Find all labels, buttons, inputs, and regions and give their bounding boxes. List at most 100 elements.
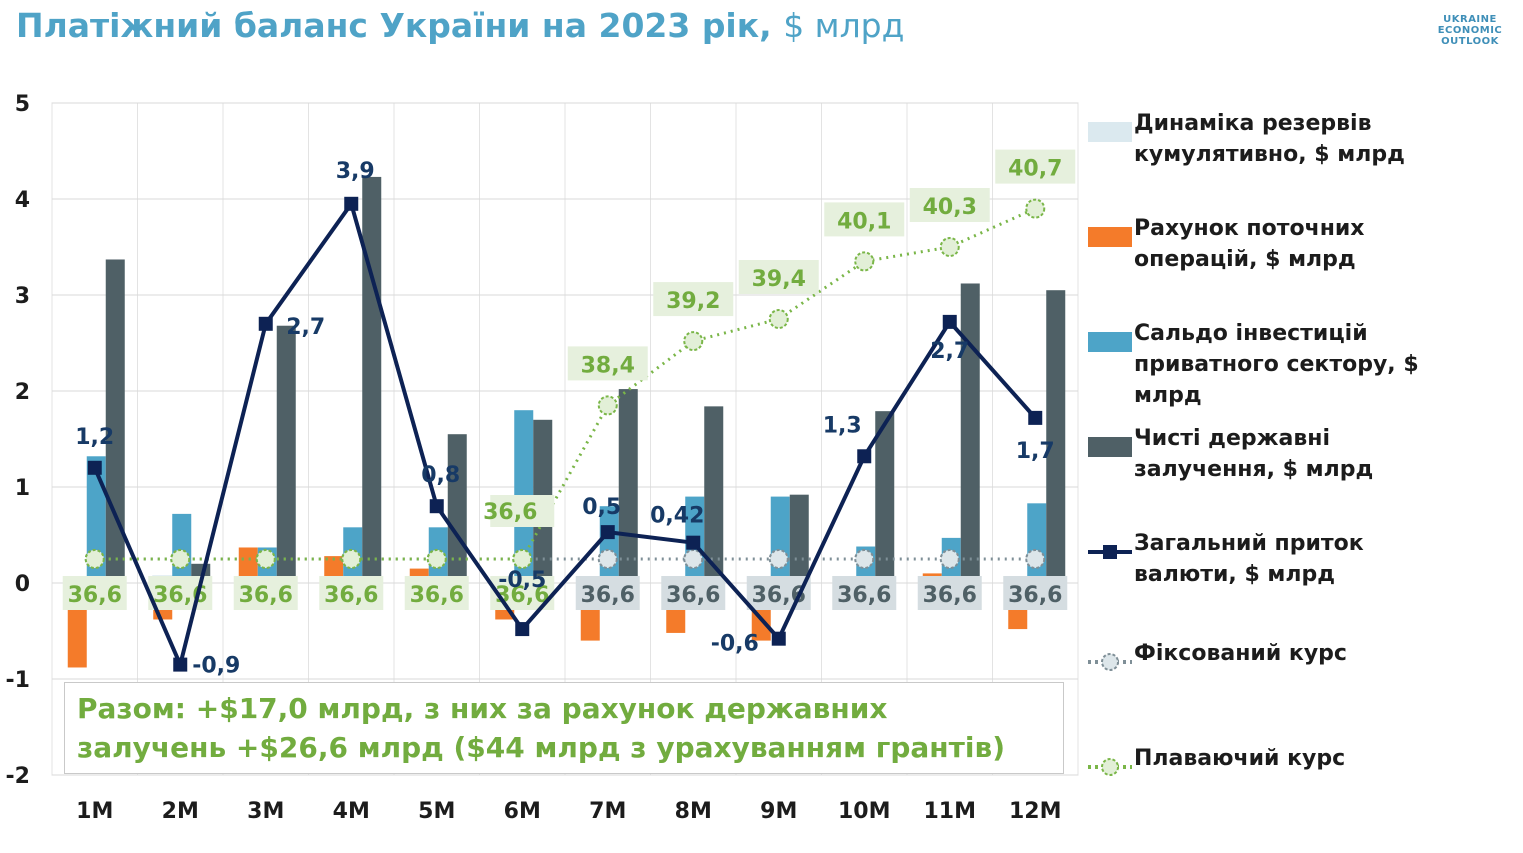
logo-line: UKRAINE [1443,14,1497,25]
x-tick-label: 1M [76,799,113,824]
legend-text: залучення, $ млрд [1134,457,1374,482]
rate-label-bg [62,576,127,610]
floating-rate-label: 40,7 [1008,157,1062,182]
x-tick-label: 10M [838,799,891,824]
floating-rate-label: 39,4 [752,267,806,292]
marker-total-inflow [686,535,701,550]
x-tick-label: 5M [418,799,455,824]
bar-government-borrowing [362,176,382,584]
line-total-inflow [92,201,1037,667]
bar-government-borrowing [875,411,895,583]
legend-item-gov: Чисті державні залучення, $ млрд [1088,423,1513,483]
bar-government-borrowing [276,325,296,583]
marker-floating-rate [426,549,447,569]
legend-text: Чисті державні [1134,426,1331,451]
x-tick-label: 7M [589,799,626,824]
fixed-rate-label: 36,6 [410,583,464,608]
marker-total-inflow [1028,410,1043,425]
ueo-logo: UKRAINE ECONOMIC OUTLOOK [1428,14,1512,47]
bar-private-investment [172,513,192,583]
x-tick-label: 4M [333,799,370,824]
page-title: Платіжний баланс України на 2023 рік, $ … [16,6,904,45]
total-inflow-label: 3,9 [336,159,375,184]
legend-swatch-current [1088,227,1132,247]
floating-rate-label: 39,2 [666,289,720,314]
bar-government-borrowing [618,389,638,583]
total-inflow-label: 1,7 [1016,439,1055,464]
floating-rate-label: 38,4 [581,353,635,378]
fixed-rate-label: 36,6 [324,583,378,608]
marker-fixed-rate [1025,549,1046,569]
floating-label-bg [738,260,819,294]
summary-line-2: залучень +$26,6 млрд ($44 млрд з урахува… [77,731,1005,764]
legend-swatch-floating [1088,758,1132,776]
legend-item-fixed: Фіксований курс [1088,638,1513,698]
bar-current-account [238,547,258,583]
x-tick-label: 2M [162,799,199,824]
marker-total-inflow [515,622,530,637]
marker-fixed-rate [854,549,875,569]
x-tick-label: 11M [923,799,976,824]
fixed-rate-label: 36,6 [68,583,122,608]
total-inflow-label: 2,7 [286,315,325,340]
total-inflow-label: 0,5 [582,495,621,520]
y-tick-label: -1 [6,668,30,693]
marker-total-inflow [942,314,957,329]
marker-total-inflow [600,525,615,540]
marker-total-inflow [344,196,359,211]
bar-government-borrowing [789,494,809,583]
marker-floating-rate [939,237,960,257]
rate-label-bg [575,576,640,610]
rate-label-bg [233,576,298,610]
x-tick-label: 9M [760,799,797,824]
rate-label-bg [661,576,726,610]
marker-floating-rate [597,395,618,416]
marker-total-inflow [258,316,273,331]
title-text: Платіжний баланс України на 2023 рік, [16,6,772,45]
y-tick-label: 4 [15,188,30,213]
legend-text: валюти, $ млрд [1134,562,1336,587]
legend-text: Сальдо інвестицій [1134,321,1368,346]
rate-label-bg [1003,576,1068,610]
total-inflow-label: -0,9 [192,654,240,679]
logo-line: ECONOMIC [1437,25,1503,36]
y-tick-label: 5 [15,92,30,117]
bar-private-investment [1027,503,1047,583]
legend-text: Загальний приток [1134,531,1364,556]
marker-floating-rate [683,331,704,352]
floating-rate-label: 40,3 [923,195,977,220]
balance-chart: -2 -1 0 1 2 3 4 5 1M 2M 3M 4M 5M 6M 7M 8M 9M 10M 11M 12M 36,… [6,92,1079,824]
total-inflow-label: 1,3 [823,413,862,438]
y-tick-label: 3 [15,284,30,309]
marker-floating-rate [854,251,875,272]
y-tick-label: 2 [15,380,30,405]
marker-floating-rate [768,309,789,329]
rate-label-bg [319,576,384,610]
legend-text: млрд [1134,383,1202,408]
floating-label-bg [824,202,905,237]
legend-text: Рахунок поточних [1134,216,1365,241]
bar-government-borrowing [960,283,980,583]
legend-swatch-reserves [1088,122,1132,142]
x-tick-label: 12M [1009,799,1062,824]
legend-text: Фіксований курс [1134,641,1347,666]
floating-label-bg [653,282,734,317]
y-tick-label: -2 [6,764,30,789]
marker-fixed-rate [683,549,704,569]
marker-fixed-rate [768,549,789,569]
marker-floating-rate [341,549,362,569]
bar-private-investment [770,496,790,583]
y-tick-label: 1 [15,476,30,501]
marker-total-inflow [173,657,188,672]
legend-swatch-private [1088,332,1132,352]
legend-swatch-gov [1088,437,1132,457]
floating-label-bg [490,495,555,527]
bar-government-borrowing [704,406,724,583]
total-inflow-label: 2,7 [930,339,969,364]
fixed-rate-label: 36,6 [666,583,720,608]
marker-floating-rate [84,549,105,569]
marker-floating-rate [255,549,276,569]
legend-item-current: Рахунок поточних операцій, $ млрд [1088,213,1513,273]
marker-total-inflow [771,631,786,646]
rate-label-bg [917,576,982,610]
